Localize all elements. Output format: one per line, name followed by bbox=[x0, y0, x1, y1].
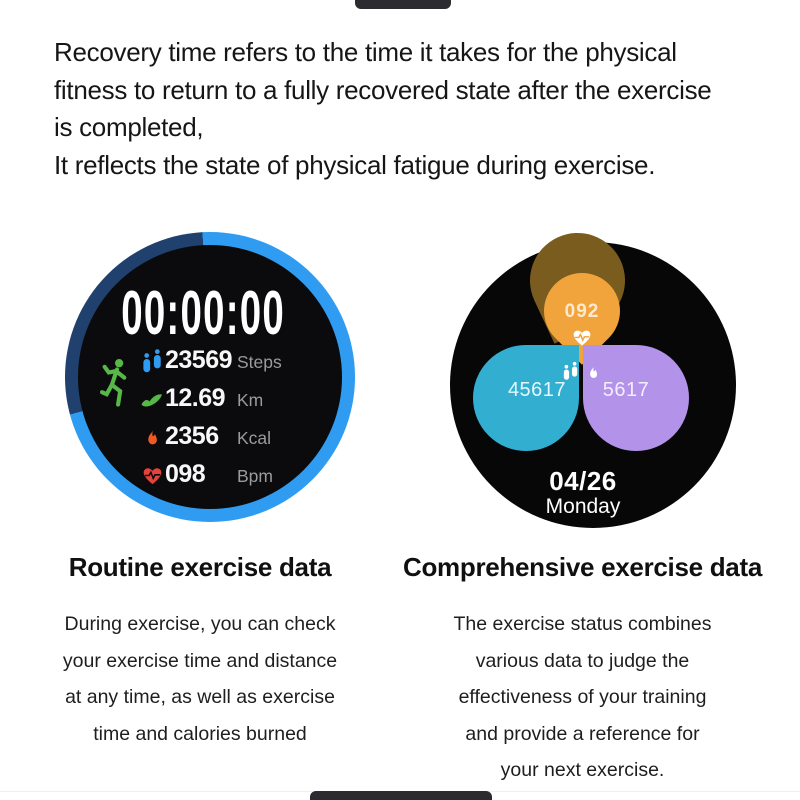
steps-petal bbox=[473, 345, 579, 451]
footprints-icon bbox=[139, 346, 165, 376]
calories-value: 5617 bbox=[602, 379, 650, 401]
calories-petal bbox=[583, 345, 689, 451]
weekday-label: Monday bbox=[545, 495, 621, 518]
intro-line: It reflects the state of physical fatigu… bbox=[54, 149, 656, 180]
heart-rate-value: 098 bbox=[165, 460, 206, 488]
flame-icon bbox=[139, 422, 165, 452]
routine-watch-face: 00:00:00 23569 Steps bbox=[65, 232, 355, 522]
steps-unit: Steps bbox=[237, 352, 282, 372]
footprints-icon bbox=[562, 359, 579, 383]
steps-value: 23569 bbox=[165, 346, 233, 374]
distance-value: 12.69 bbox=[165, 384, 226, 412]
comprehensive-section-heading: Comprehensive exercise data bbox=[403, 552, 762, 582]
heart-rate-value: 092 bbox=[564, 301, 600, 322]
flame-icon bbox=[585, 363, 602, 381]
intro-line: is completed, bbox=[54, 112, 204, 142]
cropped-content-top-bar bbox=[355, 0, 451, 9]
calories-value: 2356 bbox=[165, 422, 219, 450]
heart-pulse-icon bbox=[139, 460, 165, 490]
timer-value: 00:00:00 bbox=[121, 279, 285, 348]
runner-icon bbox=[96, 358, 136, 416]
shoe-icon bbox=[139, 384, 165, 414]
distance-unit: Km bbox=[237, 390, 264, 410]
calories-unit: Kcal bbox=[237, 428, 272, 448]
comprehensive-section-body: The exercise status combines various dat… bbox=[453, 613, 712, 781]
cropped-content-bottom-bar bbox=[310, 791, 492, 800]
date-label: 04/26 bbox=[549, 466, 617, 496]
routine-section-heading: Routine exercise data bbox=[68, 552, 332, 582]
intro-line: Recovery time refers to the time it take… bbox=[54, 37, 677, 67]
comprehensive-watch-face: 092 45617 5617 04/26 Monday bbox=[450, 217, 740, 530]
heart-pulse-icon bbox=[571, 327, 593, 347]
routine-section-body: During exercise, you can check your exer… bbox=[62, 613, 338, 745]
intro-line: fitness to return to a fully recovered s… bbox=[54, 74, 712, 105]
steps-value: 45617 bbox=[507, 379, 567, 401]
intro-text: Recovery time refers to the time it take… bbox=[54, 34, 770, 184]
exercise-timer: 00:00:00 bbox=[65, 278, 341, 349]
heart-rate-unit: Bpm bbox=[237, 466, 273, 486]
